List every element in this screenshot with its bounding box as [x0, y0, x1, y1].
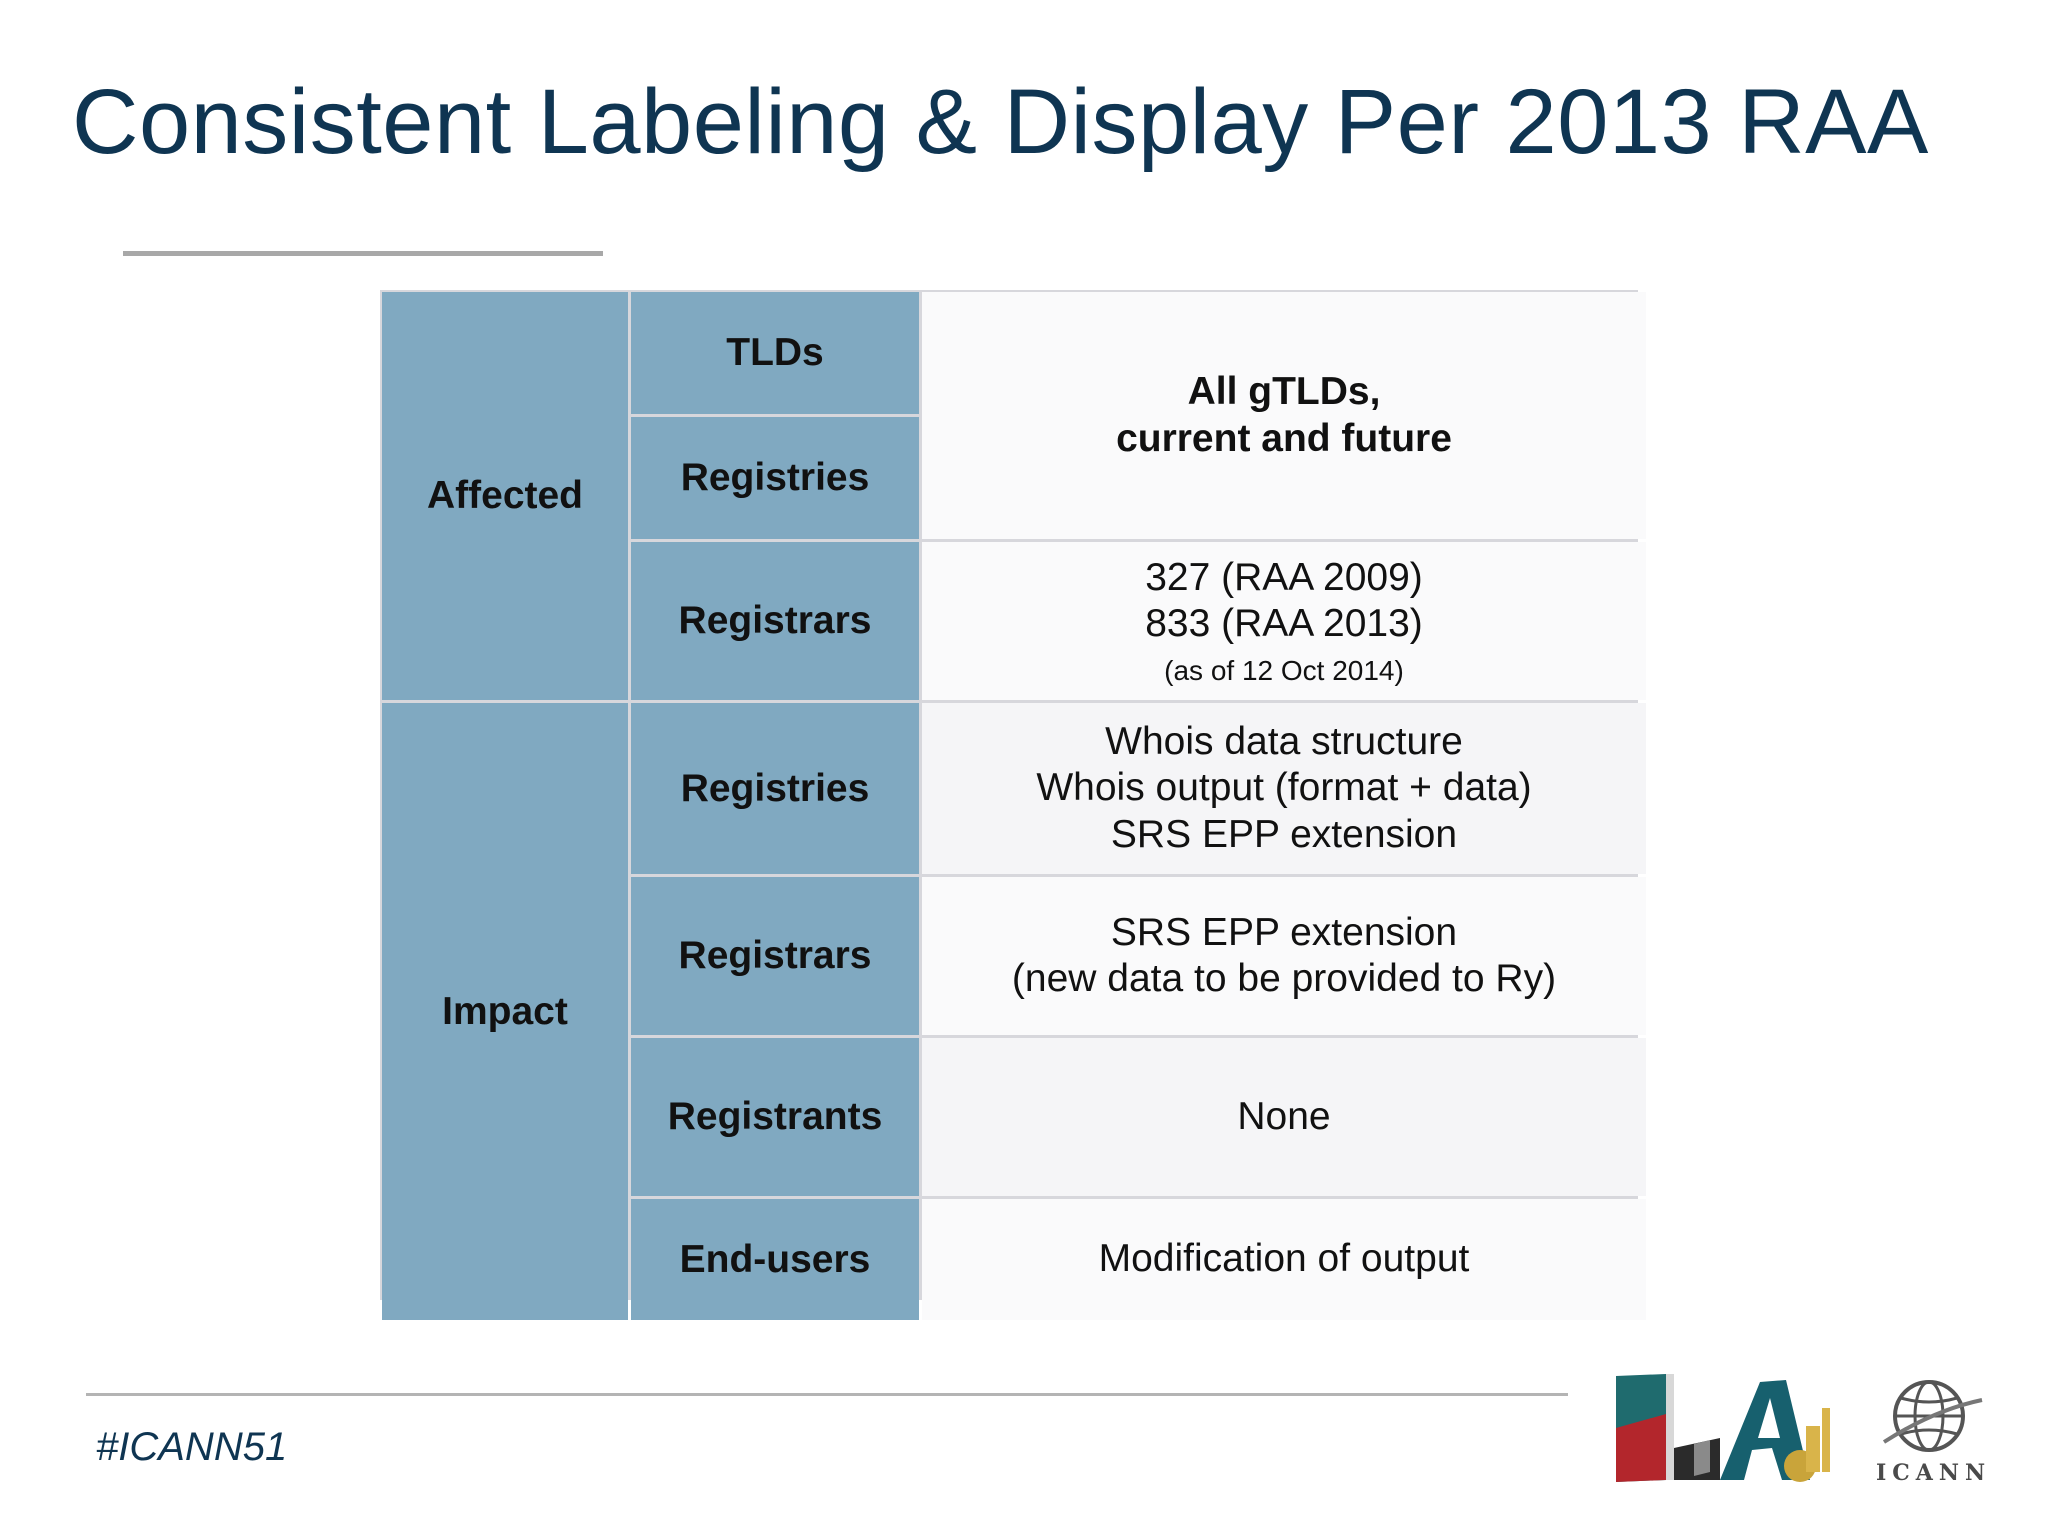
summary-table: Affected TLDs All gTLDs, current and fut…	[380, 290, 1646, 1320]
affected-registrars-value: 327 (RAA 2009) 833 (RAA 2013) (as of 12 …	[922, 542, 1646, 700]
impact-header: Impact	[382, 703, 628, 1320]
tlds-registries-value: All gTLDs, current and future	[922, 292, 1646, 539]
impact-endusers-value: Modification of output	[922, 1199, 1646, 1320]
impact-registries-header: Registries	[631, 703, 919, 874]
affected-header: Affected	[382, 292, 628, 700]
icann51-la-logo	[1616, 1374, 1830, 1482]
tlds-header: TLDs	[631, 292, 919, 414]
registrars-impact-line-1: SRS EPP extension	[1110, 910, 1458, 954]
icann-wordmark: ICANN	[1876, 1460, 1992, 1486]
affected-registrars-header: Registrars	[631, 542, 919, 700]
registrars-impact-line-2: (new data to be provided to Ry)	[1011, 957, 1557, 1000]
registrars-count-2013: 833 (RAA 2013)	[1145, 602, 1423, 646]
slide-title: Consistent Labeling & Display Per 2013 R…	[72, 71, 1929, 173]
registries-impact-line-1: Whois data structure	[1105, 720, 1463, 764]
registries-impact-line-2: Whois output (format + data)	[1036, 766, 1532, 810]
footer-divider	[86, 1393, 1568, 1396]
icann-globe-icon	[1882, 1380, 1983, 1452]
tlds-value-line-1: All gTLDs,	[1187, 370, 1381, 414]
registrars-count-2009: 327 (RAA 2009)	[1145, 556, 1423, 600]
registrars-date-note: (as of 12 Oct 2014)	[1164, 654, 1404, 686]
impact-endusers-header: End-users	[631, 1199, 919, 1320]
impact-registrants-header: Registrants	[631, 1038, 919, 1196]
affected-registries-header: Registries	[631, 417, 919, 539]
title-divider	[123, 251, 603, 256]
impact-registrars-header: Registrars	[631, 877, 919, 1035]
impact-registrars-value: SRS EPP extension (new data to be provid…	[922, 877, 1646, 1035]
impact-registrants-value: None	[922, 1038, 1646, 1196]
registries-impact-line-3: SRS EPP extension	[1110, 812, 1458, 856]
event-hashtag: #ICANN51	[96, 1425, 288, 1469]
impact-registries-value: Whois data structure Whois output (forma…	[922, 703, 1646, 874]
tlds-value-line-2: current and future	[1116, 416, 1452, 460]
